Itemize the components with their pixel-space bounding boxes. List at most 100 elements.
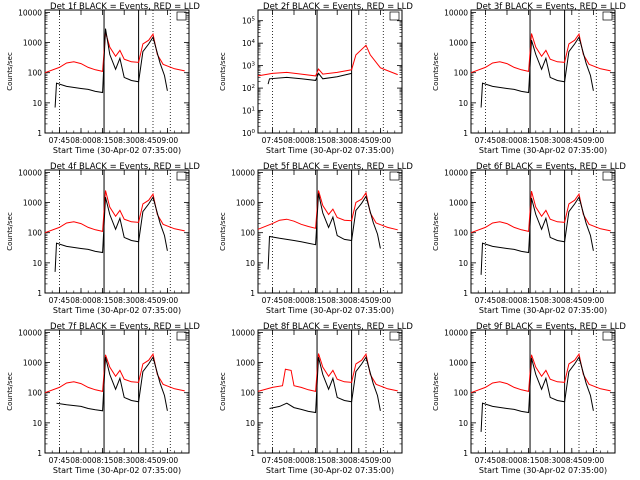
y-tick-label: 10000 [18, 328, 42, 337]
x-tick-label: 08:45 [561, 296, 583, 305]
x-tick-label: 09:00 [370, 136, 392, 145]
y-tick-label: 10000 [444, 168, 468, 177]
y-tick-label: 1 [37, 289, 42, 298]
legend-box [602, 331, 613, 341]
x-tick-label: 09:00 [157, 456, 179, 465]
y-tick-label: 10000 [444, 8, 468, 17]
x-tick-label: 09:00 [370, 296, 392, 305]
y-tick-label: 10 [32, 259, 42, 268]
plot-frame [470, 329, 616, 454]
panel-title: Det 6f BLACK = Events, RED = LLD [476, 162, 626, 172]
y-tick-label: 1000 [236, 199, 255, 208]
series-line-black [480, 195, 594, 275]
y-tick-label: 1000 [23, 359, 42, 368]
x-tick-label: 07:45 [49, 136, 71, 145]
x-tick-label: 08:00 [283, 456, 305, 465]
x-tick-label: 07:45 [49, 296, 71, 305]
x-tick-label: 08:30 [326, 136, 348, 145]
plot-frame [44, 9, 190, 134]
x-tick-label: 07:45 [475, 296, 497, 305]
x-tick-label: 07:45 [262, 136, 284, 145]
y-tick-label: 1 [37, 129, 42, 138]
plot-frame [470, 169, 616, 294]
x-tick-label: 09:00 [157, 136, 179, 145]
y-tick-label: 1 [250, 289, 255, 298]
x-tick-label: 08:15 [305, 136, 327, 145]
x-tick-label: 08:00 [283, 296, 305, 305]
x-tick-label: 07:45 [262, 456, 284, 465]
x-tick-label: 08:15 [518, 456, 540, 465]
y-tick-label: 10000 [231, 328, 255, 337]
y-tick-label: 1000 [449, 199, 468, 208]
x-tick-label: 08:45 [561, 136, 583, 145]
x-tick-label: 08:15 [518, 136, 540, 145]
y-tick-label: 10 [32, 419, 42, 428]
plot-frame [44, 169, 190, 294]
x-tick-label: 07:45 [262, 296, 284, 305]
y-axis-label: Counts/sec [6, 212, 14, 251]
y-tick-label: 1 [250, 449, 255, 458]
x-axis-label: Start Time (30-Apr-02 07:35:00) [266, 306, 394, 315]
x-tick-label: 09:00 [583, 296, 605, 305]
x-tick-label: 07:45 [475, 136, 497, 145]
panel-3: Det 3f BLACK = Events, RED = LLD 1 10 100 10… [432, 2, 626, 155]
x-tick-label: 08:15 [92, 296, 114, 305]
y-tick-label: 10 [245, 419, 255, 428]
x-tick-label: 08:45 [561, 456, 583, 465]
y-tick-label: 1 [463, 449, 468, 458]
x-tick-label: 08:30 [326, 456, 348, 465]
y-tick-label: 1000 [23, 199, 42, 208]
y-tick-label: 1 [37, 449, 42, 458]
panel-4: Det 4f BLACK = Events, RED = LLD 1 10 100 10… [6, 162, 200, 315]
y-tick-label: 100 [28, 389, 43, 398]
x-axis-label: Start Time (30-Apr-02 07:35:00) [53, 306, 181, 315]
legend-box [602, 11, 613, 21]
series-line-black [54, 195, 168, 272]
x-tick-label: 08:00 [283, 136, 305, 145]
y-axis-label: Counts/sec [432, 212, 440, 251]
x-tick-label: 08:00 [496, 296, 518, 305]
x-axis-label: Start Time (30-Apr-02 07:35:00) [53, 466, 181, 475]
series-line-black [267, 72, 352, 85]
x-tick-label: 08:15 [518, 296, 540, 305]
x-tick-label: 08:30 [539, 456, 561, 465]
panel-9: Det 9f BLACK = Events, RED = LLD 1 10 100 10… [432, 322, 626, 475]
plot-frame [257, 169, 403, 294]
y-tick-label: 101 [242, 107, 255, 116]
panel-title: Det 5f BLACK = Events, RED = LLD [263, 162, 413, 172]
panel-title: Det 2f BLACK = Events, RED = LLD [263, 2, 413, 12]
panel-title: Det 9f BLACK = Events, RED = LLD [476, 322, 626, 332]
x-tick-label: 08:00 [496, 456, 518, 465]
legend-box [176, 171, 187, 181]
x-tick-label: 09:00 [157, 296, 179, 305]
x-tick-label: 08:45 [348, 456, 370, 465]
y-tick-label: 10000 [231, 168, 255, 177]
y-tick-label: 100 [454, 389, 469, 398]
panel-2: Det 2f BLACK = Events, RED = LLD 100 101 10… [219, 2, 413, 155]
panel-title: Det 3f BLACK = Events, RED = LLD [476, 2, 626, 12]
panel-title: Det 7f BLACK = Events, RED = LLD [50, 322, 200, 332]
y-tick-label: 103 [242, 62, 256, 71]
y-axis-label: Counts/sec [432, 52, 440, 91]
legend-box [602, 171, 613, 181]
panel-7: Det 7f BLACK = Events, RED = LLD 1 10 100 10… [6, 322, 200, 475]
x-tick-label: 09:00 [583, 456, 605, 465]
x-tick-label: 08:45 [348, 296, 370, 305]
y-tick-label: 1000 [23, 39, 42, 48]
series-line-black [480, 355, 594, 432]
x-tick-label: 08:15 [92, 456, 114, 465]
x-axis-label: Start Time (30-Apr-02 07:35:00) [53, 146, 181, 155]
y-axis-label: Counts/sec [432, 372, 440, 411]
y-tick-label: 10000 [18, 8, 42, 17]
x-tick-label: 09:00 [583, 136, 605, 145]
y-axis-label: Counts/sec [219, 372, 227, 411]
x-tick-label: 08:00 [70, 136, 92, 145]
y-tick-label: 100 [242, 129, 256, 138]
x-tick-label: 08:30 [326, 296, 348, 305]
x-tick-label: 08:45 [348, 136, 370, 145]
panel-6: Det 6f BLACK = Events, RED = LLD 1 10 100 10… [432, 162, 626, 315]
x-tick-label: 08:00 [70, 296, 92, 305]
series-line-black [267, 193, 381, 270]
x-tick-label: 08:30 [113, 296, 135, 305]
